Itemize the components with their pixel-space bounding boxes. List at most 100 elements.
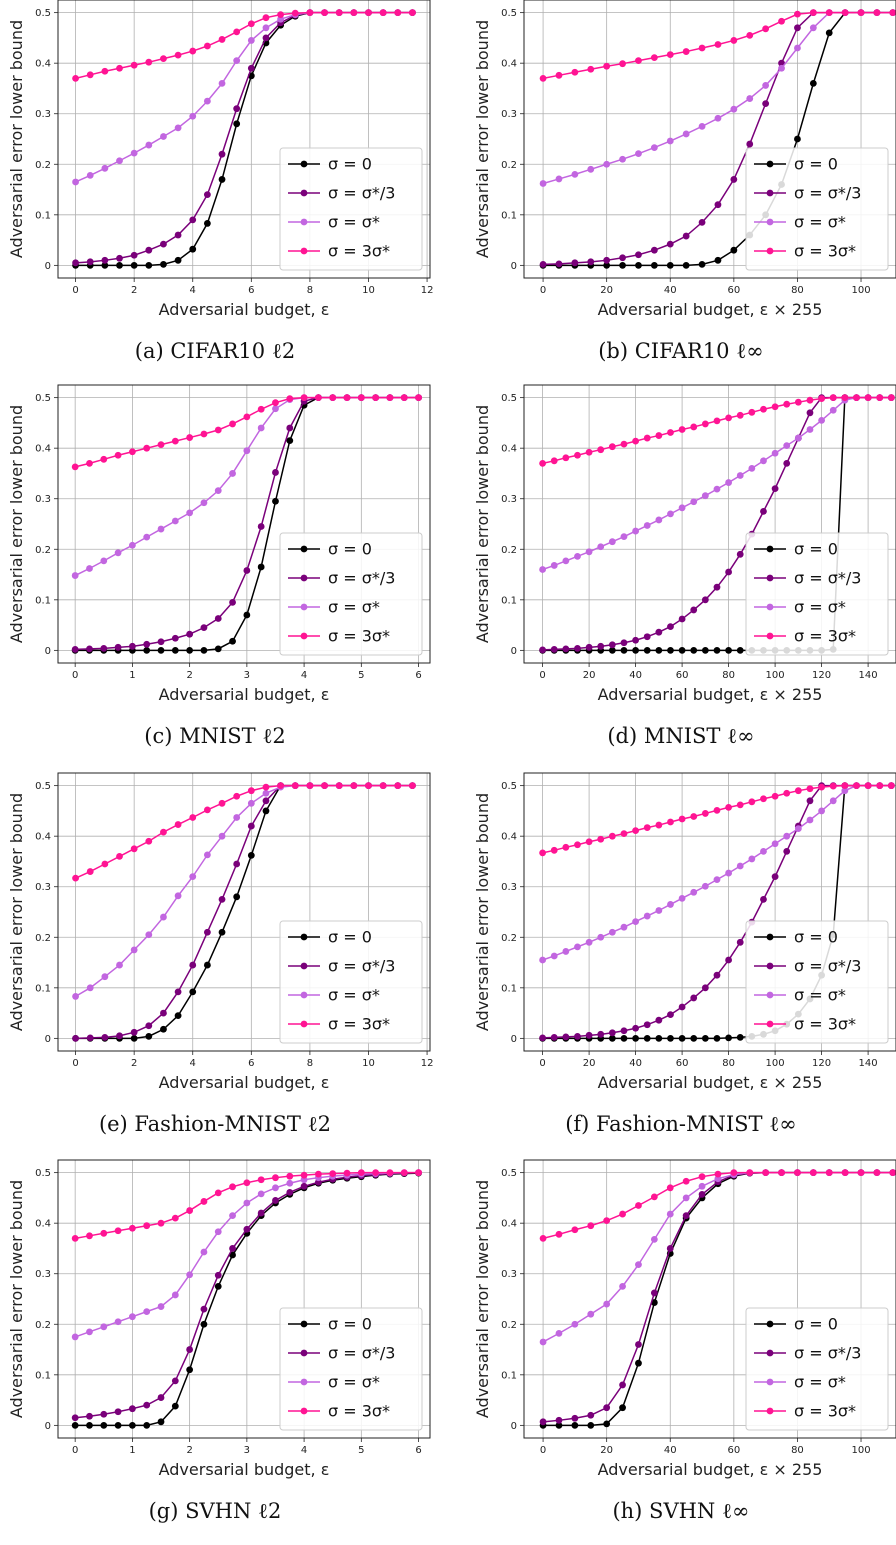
data-point bbox=[690, 498, 698, 506]
data-point bbox=[746, 1169, 754, 1177]
data-point bbox=[632, 1034, 639, 1042]
data-point bbox=[130, 1034, 138, 1042]
legend-marker bbox=[766, 189, 774, 197]
xtick-label: 40 bbox=[664, 1445, 677, 1456]
data-point bbox=[329, 394, 337, 402]
data-point bbox=[539, 1034, 546, 1042]
data-point bbox=[539, 646, 546, 654]
ytick-label: 0.3 bbox=[35, 1269, 51, 1280]
data-point bbox=[71, 1421, 79, 1429]
data-point bbox=[562, 557, 570, 565]
data-point bbox=[876, 394, 884, 402]
data-point bbox=[713, 876, 721, 884]
ytick-label: 0.5 bbox=[35, 8, 51, 19]
data-point bbox=[620, 646, 628, 654]
data-point bbox=[203, 220, 211, 227]
data-point bbox=[129, 1224, 136, 1232]
data-point bbox=[690, 423, 698, 431]
xtick-label: 2 bbox=[186, 1445, 192, 1456]
data-point bbox=[650, 1289, 658, 1297]
data-point bbox=[667, 623, 674, 631]
data-point bbox=[233, 105, 241, 113]
data-point bbox=[771, 403, 779, 411]
data-point bbox=[86, 645, 93, 653]
xtick-label: 6 bbox=[415, 1445, 421, 1456]
data-point bbox=[608, 443, 616, 451]
data-point bbox=[315, 394, 322, 402]
data-point bbox=[71, 1234, 79, 1242]
legend-marker bbox=[766, 603, 774, 611]
data-point bbox=[160, 260, 167, 268]
data-point bbox=[853, 782, 860, 790]
data-point bbox=[86, 71, 94, 79]
data-point bbox=[643, 824, 651, 831]
data-point bbox=[736, 1033, 744, 1041]
data-point bbox=[157, 1303, 165, 1310]
data-point bbox=[218, 80, 226, 87]
data-point bbox=[129, 541, 136, 549]
data-point bbox=[218, 895, 226, 903]
data-point bbox=[247, 822, 255, 830]
data-point bbox=[746, 95, 754, 102]
data-point bbox=[714, 114, 722, 122]
data-point bbox=[247, 64, 255, 72]
data-point bbox=[635, 1261, 642, 1269]
xtick-label: 0 bbox=[72, 670, 78, 681]
data-point bbox=[130, 251, 138, 259]
data-point bbox=[597, 543, 605, 551]
series-group bbox=[71, 394, 422, 654]
ytick-label: 0.4 bbox=[501, 59, 517, 70]
data-point bbox=[783, 832, 791, 840]
legend-marker bbox=[766, 160, 774, 168]
data-point bbox=[171, 437, 179, 445]
x-axis-label: Adversarial budget, ε bbox=[159, 1460, 330, 1479]
x-axis-label: Adversarial budget, ε bbox=[159, 1073, 330, 1092]
data-point bbox=[350, 782, 358, 790]
chart-svg: 0 0.1 0.2 0.3 0.4 0.5 0 20 40 60 80 100 σ = 0 σ = σ*/… bbox=[473, 0, 896, 319]
data-point bbox=[730, 176, 738, 183]
data-point bbox=[243, 447, 251, 455]
data-point bbox=[247, 20, 255, 28]
data-point bbox=[555, 1230, 563, 1238]
data-point bbox=[678, 815, 686, 823]
x-axis-label: Adversarial budget, ε × 255 bbox=[598, 1073, 823, 1092]
data-point bbox=[701, 646, 709, 654]
data-point bbox=[889, 1169, 896, 1177]
data-point bbox=[130, 1028, 138, 1036]
ytick-label: 0 bbox=[45, 646, 51, 657]
data-point bbox=[101, 164, 109, 172]
data-point bbox=[114, 1227, 122, 1235]
data-point bbox=[585, 643, 593, 651]
ytick-label: 0.1 bbox=[501, 210, 517, 221]
data-point bbox=[682, 1194, 690, 1202]
legend-marker bbox=[300, 933, 308, 941]
data-point bbox=[257, 1176, 265, 1184]
legend-box bbox=[745, 532, 889, 656]
data-point bbox=[698, 1173, 706, 1181]
legend-marker bbox=[766, 1020, 774, 1028]
data-point bbox=[101, 261, 109, 269]
legend-marker bbox=[300, 1020, 308, 1028]
y-axis-label: Adversarial error lower bound bbox=[473, 793, 492, 1031]
data-point bbox=[771, 792, 779, 800]
ytick-label: 0.4 bbox=[501, 444, 517, 455]
data-point bbox=[394, 782, 402, 790]
data-point bbox=[186, 1366, 194, 1374]
data-point bbox=[587, 1222, 595, 1230]
data-point bbox=[143, 533, 151, 541]
axes-frame bbox=[523, 0, 896, 279]
data-point bbox=[229, 637, 236, 645]
data-point bbox=[682, 1212, 690, 1219]
data-point bbox=[315, 1170, 322, 1178]
ytick-label: 0 bbox=[45, 261, 51, 272]
data-point bbox=[818, 416, 825, 424]
data-point bbox=[608, 928, 616, 936]
data-point bbox=[603, 1217, 611, 1225]
xtick-label: 80 bbox=[722, 1058, 735, 1069]
legend-label: σ = σ*/3 bbox=[328, 184, 395, 203]
data-point bbox=[200, 624, 208, 632]
legend-label: σ = σ*/3 bbox=[794, 184, 861, 203]
legend-marker bbox=[300, 632, 308, 640]
